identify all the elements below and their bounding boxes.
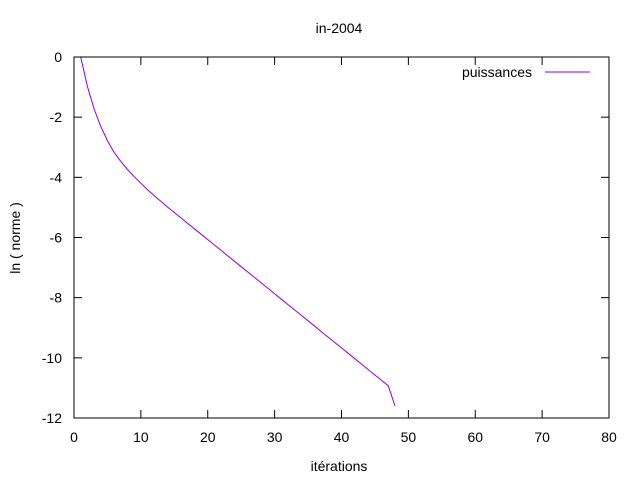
x-tick-label: 20: [200, 429, 216, 445]
axis-tick-labels: 0 10 20 30 40 50 60 70 80 0 -2 -4 -6 -8 -10 -12: [42, 49, 617, 445]
axis-ticks: [73, 56, 610, 419]
y-axis-label: ln ( norme ): [7, 202, 23, 274]
chart-title: in-2004: [316, 20, 363, 36]
x-tick-label: 40: [334, 429, 350, 445]
plot-frame: [73, 56, 610, 419]
x-tick-label: 0: [70, 429, 78, 445]
y-tick-label: -10: [42, 350, 62, 366]
x-tick-label: 10: [133, 429, 149, 445]
series-line-puissances: [80, 56, 396, 407]
y-tick-label: -12: [42, 410, 62, 426]
y-tick-label: -8: [50, 290, 63, 306]
y-tick-label: 0: [54, 49, 62, 65]
x-axis-label: itérations: [311, 458, 368, 474]
x-tick-label: 60: [467, 429, 483, 445]
legend: puissances: [462, 64, 590, 80]
x-tick-label: 80: [601, 429, 617, 445]
y-tick-label: -4: [50, 169, 63, 185]
x-tick-label: 70: [534, 429, 550, 445]
x-tick-label: 30: [267, 429, 283, 445]
y-tick-label: -6: [50, 230, 63, 246]
y-tick-label: -2: [50, 109, 63, 125]
legend-label-puissances: puissances: [462, 64, 532, 80]
x-tick-label: 50: [401, 429, 417, 445]
